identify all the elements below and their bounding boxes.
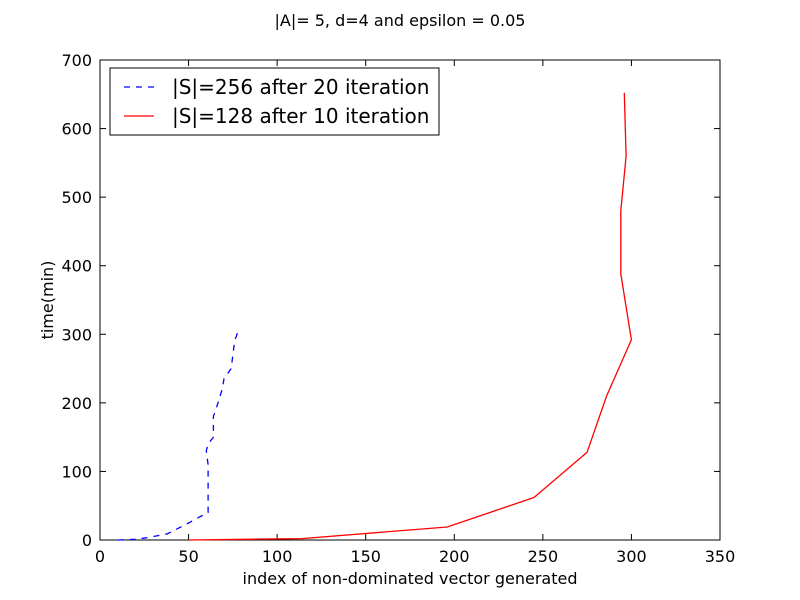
- x-tick-label: 50: [178, 547, 198, 566]
- series-layer: [117, 92, 633, 541]
- y-tick-label: 400: [61, 257, 92, 276]
- y-tick-label: 300: [61, 325, 92, 344]
- tick-labels: 0 50 100 150 200 250 300 350 0 100 200 300 400 500 600…: [61, 51, 735, 566]
- legend-label-series-2: |S|=128 after 10 iteration: [172, 104, 429, 128]
- y-tick-label: 700: [61, 51, 92, 70]
- x-tick-label: 0: [95, 547, 105, 566]
- chart-title: |A|= 5, d=4 and epsilon = 0.05: [275, 11, 526, 30]
- y-axis-title: time(min): [38, 261, 57, 340]
- x-tick-label: 200: [439, 547, 470, 566]
- series-line-2: [188, 92, 633, 541]
- y-tick-label: 0: [82, 531, 92, 550]
- plot-area: [99, 59, 721, 541]
- x-tick-label: 350: [705, 547, 736, 566]
- series-line-1: [117, 330, 239, 541]
- x-tick-label: 100: [262, 547, 293, 566]
- y-tick-label: 500: [61, 188, 92, 207]
- x-tick-label: 300: [616, 547, 647, 566]
- y-tick-label: 600: [61, 120, 92, 139]
- y-tick-label: 200: [61, 394, 92, 413]
- legend: |S|=256 after 20 iteration |S|=128 after…: [109, 67, 440, 136]
- legend-label-series-1: |S|=256 after 20 iteration: [172, 75, 429, 99]
- x-tick-label: 250: [528, 547, 559, 566]
- y-tick-label: 100: [61, 462, 92, 481]
- tick-marks: [99, 59, 721, 541]
- legend-box: [109, 67, 440, 136]
- x-tick-label: 150: [350, 547, 381, 566]
- x-axis-title: index of non-dominated vector generated: [243, 569, 578, 588]
